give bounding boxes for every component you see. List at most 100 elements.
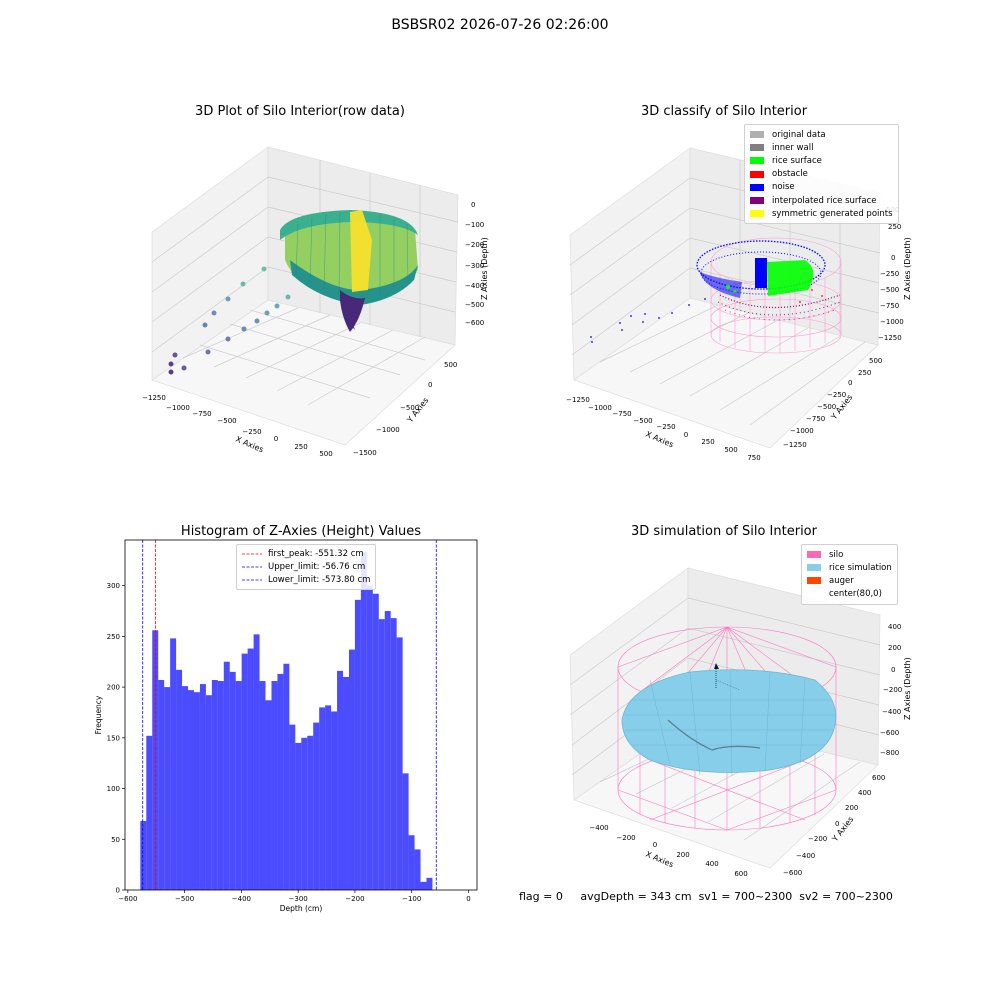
legend-entry: silo bbox=[807, 548, 892, 561]
legend-entry: Upper_limit: -56.76 cm bbox=[242, 560, 370, 573]
histogram-bar bbox=[420, 881, 427, 890]
legend-label: rice surface bbox=[772, 155, 822, 166]
svg-text:−250: −250 bbox=[880, 270, 899, 278]
svg-text:500: 500 bbox=[869, 357, 882, 365]
histogram-bar bbox=[241, 653, 248, 890]
histogram-bar bbox=[277, 673, 284, 890]
histogram-bar bbox=[331, 711, 338, 890]
histogram-bar bbox=[146, 735, 153, 890]
histogram-legend: first_peak: -551.32 cm Upper_limit: -56.… bbox=[236, 544, 377, 590]
svg-text:500: 500 bbox=[319, 450, 332, 458]
classify-x-tick-labels: −1250 −1000 −750 −500 −250 0 250 500 750 bbox=[566, 396, 761, 462]
y-tick-label: 100 bbox=[107, 785, 120, 793]
x-tick-label: −200 bbox=[345, 895, 364, 903]
histogram-bar bbox=[307, 735, 314, 890]
svg-text:400: 400 bbox=[888, 623, 901, 631]
svg-text:500: 500 bbox=[444, 361, 457, 369]
svg-text:−500: −500 bbox=[633, 417, 652, 425]
x-tick-label: −100 bbox=[402, 895, 421, 903]
legend-label: interpolated rice surface bbox=[772, 195, 877, 206]
svg-text:−750: −750 bbox=[192, 410, 211, 418]
sv2-text: sv2 = 700~2300 bbox=[799, 890, 893, 903]
svg-text:−600: −600 bbox=[783, 869, 802, 877]
svg-text:−1000: −1000 bbox=[790, 427, 814, 435]
histogram-bar bbox=[259, 681, 266, 890]
classify-interpolated-points bbox=[717, 294, 841, 321]
legend-label: first_peak: -551.32 cm bbox=[268, 548, 364, 559]
svg-text:200: 200 bbox=[676, 851, 689, 859]
legend-entry: Lower_limit: -573.80 cm bbox=[242, 573, 370, 586]
svg-text:−400: −400 bbox=[882, 708, 901, 716]
raw-z-axis-label: Z Axies (Depth) bbox=[480, 237, 489, 300]
histogram-bar bbox=[170, 638, 177, 890]
x-tick-label: −400 bbox=[232, 895, 251, 903]
raw-y-tick-labels: 500 0 −500 −1000 −1500 bbox=[353, 361, 457, 457]
histogram-bar bbox=[205, 695, 212, 890]
legend-label: Upper_limit: -56.76 cm bbox=[268, 561, 366, 572]
legend-swatch bbox=[807, 551, 821, 559]
histogram-bar bbox=[414, 849, 421, 890]
legend-line-red bbox=[242, 553, 262, 554]
svg-text:250: 250 bbox=[294, 443, 307, 451]
svg-text:−1250: −1250 bbox=[878, 334, 902, 342]
legend-swatch bbox=[750, 170, 764, 178]
svg-text:−1000: −1000 bbox=[588, 404, 612, 412]
svg-text:0: 0 bbox=[848, 379, 852, 387]
legend-swatch bbox=[807, 590, 821, 598]
legend-swatch bbox=[750, 157, 764, 165]
legend-entry: rice simulation bbox=[807, 561, 892, 574]
x-tick-label: −500 bbox=[175, 895, 194, 903]
histogram-bar bbox=[193, 692, 200, 890]
svg-text:−1250: −1250 bbox=[783, 441, 807, 449]
histogram-bar bbox=[265, 700, 272, 890]
legend-entry: first_peak: -551.32 cm bbox=[242, 547, 370, 560]
svg-text:−1250: −1250 bbox=[142, 394, 166, 402]
legend-label: obstacle bbox=[772, 169, 808, 180]
histogram-bar bbox=[301, 737, 308, 890]
svg-text:−750: −750 bbox=[880, 302, 899, 310]
svg-text:250: 250 bbox=[701, 438, 714, 446]
simulation-auger bbox=[714, 663, 741, 691]
y-tick-label: 0 bbox=[116, 887, 120, 895]
svg-text:−750: −750 bbox=[612, 410, 631, 418]
svg-text:250: 250 bbox=[888, 223, 901, 231]
svg-text:−300: −300 bbox=[465, 262, 484, 270]
legend-label: original data bbox=[772, 129, 826, 140]
raw-silo-surface bbox=[280, 210, 418, 332]
svg-text:0: 0 bbox=[835, 820, 839, 828]
histogram-bar bbox=[378, 619, 385, 890]
legend-swatch bbox=[750, 131, 764, 139]
svg-text:−250: −250 bbox=[827, 391, 846, 399]
flag-text: flag = 0 bbox=[519, 890, 563, 903]
classify-noise-points bbox=[590, 240, 826, 343]
sv1-text: sv1 = 700~2300 bbox=[698, 890, 793, 903]
legend-label: inner wall bbox=[772, 142, 814, 153]
histogram-bar bbox=[319, 707, 326, 890]
svg-text:200: 200 bbox=[845, 804, 858, 812]
histogram-bar bbox=[164, 687, 171, 890]
simulation-legend: silo rice simulation auger center(80,0) bbox=[801, 544, 898, 605]
classify-panel-title: 3D classify of Silo Interior bbox=[640, 104, 808, 119]
histogram-x-ticks: −600 −500 −400 −300 −200 −100 0 bbox=[118, 890, 471, 903]
svg-text:0: 0 bbox=[274, 435, 278, 443]
histogram-bar bbox=[182, 686, 189, 890]
histogram-title: Histogram of Z-Axies (Height) Values bbox=[180, 524, 422, 539]
raw-scatter-points bbox=[168, 266, 291, 375]
svg-text:−400: −400 bbox=[465, 282, 484, 290]
svg-text:−200: −200 bbox=[808, 835, 827, 843]
histogram-bar bbox=[295, 742, 302, 890]
legend-label: center(80,0) bbox=[829, 589, 882, 600]
histogram-bar bbox=[188, 690, 194, 890]
classify-rice-surface-points bbox=[726, 260, 814, 296]
svg-text:250: 250 bbox=[858, 369, 871, 377]
raw-x-tick-labels: −1250 −1000 −750 −500 −250 0 250 500 bbox=[142, 394, 333, 458]
x-tick-label: −300 bbox=[289, 895, 308, 903]
svg-text:−500: −500 bbox=[465, 301, 484, 309]
simulation-x-axis-label: X Axies bbox=[644, 850, 675, 870]
svg-text:0: 0 bbox=[684, 431, 688, 439]
histogram-bar bbox=[343, 676, 349, 890]
legend-swatch bbox=[807, 564, 821, 572]
